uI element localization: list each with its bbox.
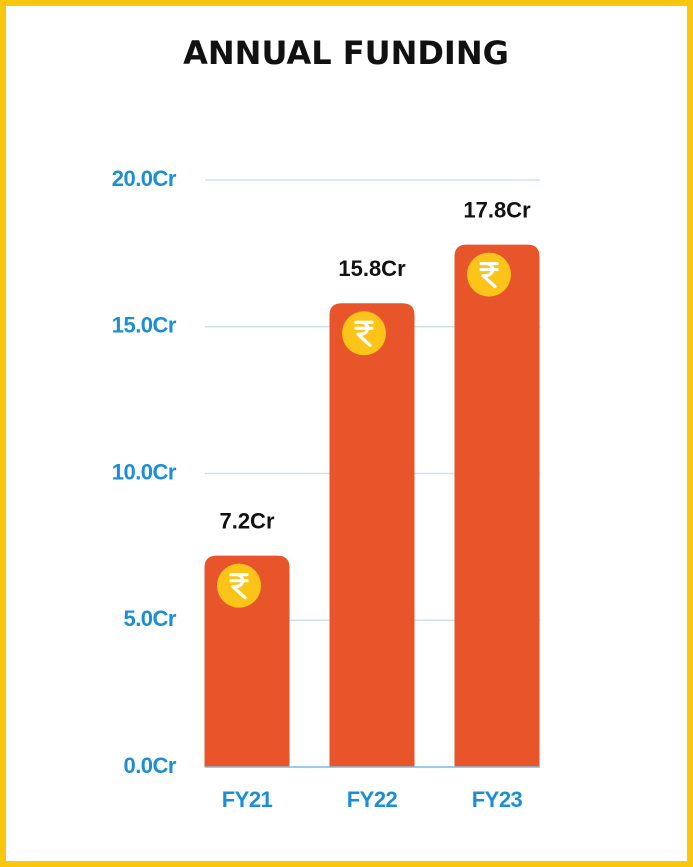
rupee-symbol <box>354 320 374 347</box>
chart-title: ANNUAL FUNDING <box>183 34 509 72</box>
x-tick-label: FY23 <box>472 787 523 812</box>
rupee-symbol <box>229 573 249 600</box>
rupee-symbol <box>479 261 499 289</box>
bar <box>454 244 540 767</box>
x-tick-label: FY22 <box>347 787 398 812</box>
y-tick-label: 5.0Cr <box>123 606 176 631</box>
coin-icon <box>217 563 261 608</box>
y-tick-label: 15.0Cr <box>112 313 177 338</box>
value-label: 17.8Cr <box>463 197 531 222</box>
coin-icon <box>342 311 386 356</box>
coin-icon <box>467 252 511 297</box>
bar <box>329 303 415 767</box>
x-tick-label: FY21 <box>222 787 273 812</box>
value-label: 7.2Cr <box>219 508 274 533</box>
bar <box>204 555 290 767</box>
y-tick-label: 10.0Cr <box>112 459 177 484</box>
y-tick-label: 0.0Cr <box>123 753 176 778</box>
y-tick-label: 20.0Cr <box>112 166 177 191</box>
value-label: 15.8Cr <box>338 256 406 281</box>
